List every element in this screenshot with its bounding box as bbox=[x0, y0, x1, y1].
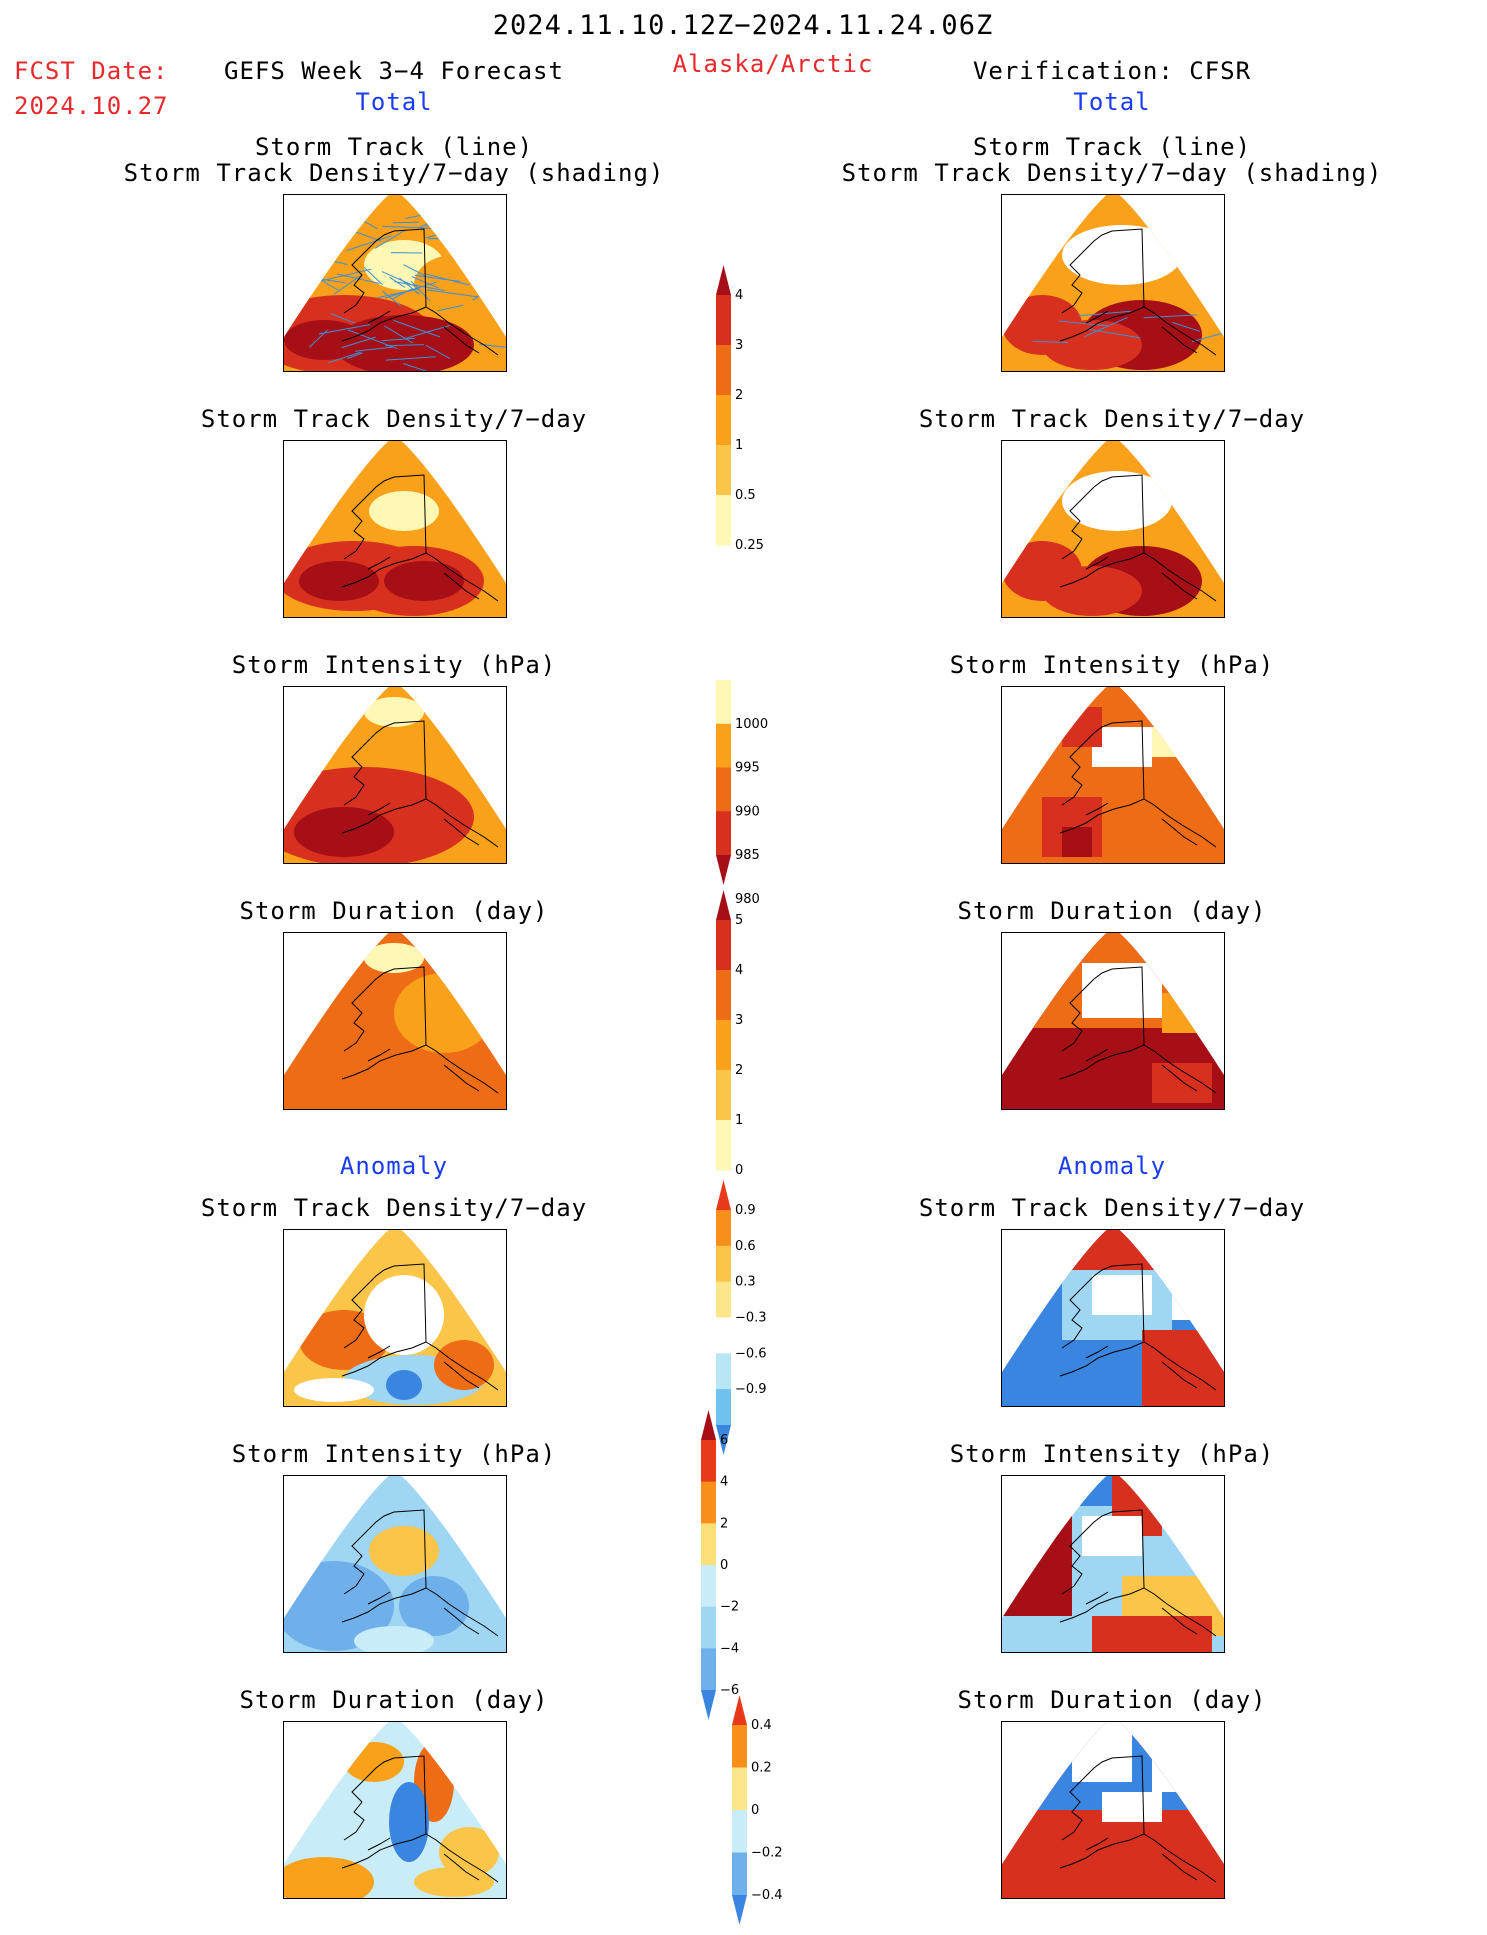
colorbar-intensity-total: 1000 995 990 985 980 bbox=[716, 0, 796, 907]
svg-text:−0.3: −0.3 bbox=[735, 1311, 767, 1326]
map-storm-track-left bbox=[283, 194, 507, 372]
svg-text:0: 0 bbox=[720, 1558, 728, 1573]
title-duration-right: Storm Duration (day) bbox=[957, 897, 1267, 925]
colorbar-duration-anomaly: 0.4 0.2 0 −0.2 −0.4 bbox=[732, 0, 812, 1935]
map-density-anom-left bbox=[283, 1229, 507, 1407]
title-intensity-anom-left: Storm Intensity (hPa) bbox=[231, 1440, 557, 1468]
anomaly-right-label: Anomaly bbox=[1057, 1152, 1167, 1180]
svg-text:0: 0 bbox=[751, 1803, 759, 1818]
anomaly-left-label: Anomaly bbox=[339, 1152, 449, 1180]
map-density-right bbox=[1001, 440, 1225, 618]
svg-text:1: 1 bbox=[735, 1113, 743, 1128]
title-duration-anom-right: Storm Duration (day) bbox=[957, 1686, 1267, 1714]
svg-text:985: 985 bbox=[735, 848, 760, 863]
fcst-date-label: FCST Date: bbox=[14, 57, 169, 85]
svg-text:0.3: 0.3 bbox=[735, 1275, 756, 1290]
title-storm-track-line-left: Storm Track (line) bbox=[254, 133, 534, 161]
title-duration-left: Storm Duration (day) bbox=[239, 897, 549, 925]
svg-text:0.9: 0.9 bbox=[735, 1203, 756, 1218]
map-intensity-anom-left bbox=[283, 1475, 507, 1653]
left-column-title: GEFS Week 3−4 Forecast bbox=[224, 57, 564, 85]
svg-text:−6: −6 bbox=[720, 1683, 739, 1698]
colorbar-duration-total: 5 4 3 2 1 0 bbox=[716, 0, 796, 1180]
map-intensity-left bbox=[283, 686, 507, 864]
svg-text:3: 3 bbox=[735, 1013, 743, 1028]
svg-text:990: 990 bbox=[735, 804, 760, 819]
svg-text:0: 0 bbox=[735, 1163, 743, 1178]
svg-text:−0.6: −0.6 bbox=[735, 1346, 767, 1361]
map-density-anom-right bbox=[1001, 1229, 1225, 1407]
map-intensity-right bbox=[1001, 686, 1225, 864]
fcst-date: 2024.10.27 bbox=[14, 92, 169, 120]
right-column-title: Verification: CFSR bbox=[972, 57, 1252, 85]
svg-text:980: 980 bbox=[735, 892, 760, 907]
svg-text:2: 2 bbox=[735, 388, 743, 403]
forecast-period: 2024.11.10.12Z−2024.11.24.06Z bbox=[492, 10, 994, 41]
title-density-anom-left: Storm Track Density/7−day bbox=[200, 1194, 588, 1222]
map-intensity-anom-right bbox=[1001, 1475, 1225, 1653]
svg-text:4: 4 bbox=[720, 1475, 728, 1490]
title-storm-track-shading-right: Storm Track Density/7−day (shading) bbox=[841, 159, 1383, 187]
title-density-left: Storm Track Density/7−day bbox=[200, 405, 588, 433]
svg-text:4: 4 bbox=[735, 963, 743, 978]
svg-text:−0.2: −0.2 bbox=[751, 1846, 783, 1861]
colorbar-density-anomaly: 0.9 0.6 0.3 −0.3 −0.6 −0.9 bbox=[716, 0, 796, 1465]
region-label: Alaska/Arctic bbox=[672, 50, 874, 78]
svg-text:4: 4 bbox=[735, 288, 743, 303]
title-intensity-right: Storm Intensity (hPa) bbox=[949, 651, 1275, 679]
svg-text:995: 995 bbox=[735, 761, 760, 776]
title-duration-anom-left: Storm Duration (day) bbox=[239, 1686, 549, 1714]
map-duration-anom-left bbox=[283, 1721, 507, 1899]
map-duration-right bbox=[1001, 932, 1225, 1110]
svg-text:0.4: 0.4 bbox=[751, 1718, 772, 1733]
svg-text:−0.4: −0.4 bbox=[751, 1888, 783, 1903]
map-density-left bbox=[283, 440, 507, 618]
title-storm-track-line-right: Storm Track (line) bbox=[972, 133, 1252, 161]
right-section-total: Total bbox=[1073, 88, 1151, 116]
left-section-total: Total bbox=[355, 88, 433, 116]
colorbar-intensity-anomaly: 6 4 2 0 −2 −4 −6 bbox=[701, 0, 781, 1730]
svg-text:−0.9: −0.9 bbox=[735, 1382, 767, 1397]
title-density-anom-right: Storm Track Density/7−day bbox=[918, 1194, 1306, 1222]
title-intensity-anom-right: Storm Intensity (hPa) bbox=[949, 1440, 1275, 1468]
title-density-right: Storm Track Density/7−day bbox=[918, 405, 1306, 433]
svg-text:6: 6 bbox=[720, 1433, 728, 1448]
title-intensity-left: Storm Intensity (hPa) bbox=[231, 651, 557, 679]
svg-text:5: 5 bbox=[735, 913, 743, 928]
colorbar-density-total: 4 3 2 1 0.5 0.25 bbox=[716, 0, 796, 555]
title-storm-track-shading-left: Storm Track Density/7−day (shading) bbox=[123, 159, 665, 187]
svg-text:0.5: 0.5 bbox=[735, 488, 756, 503]
svg-text:0.2: 0.2 bbox=[751, 1761, 772, 1776]
svg-text:−2: −2 bbox=[720, 1600, 739, 1615]
map-duration-left bbox=[283, 932, 507, 1110]
svg-text:0.25: 0.25 bbox=[735, 538, 764, 553]
svg-text:3: 3 bbox=[735, 338, 743, 353]
svg-text:2: 2 bbox=[720, 1516, 728, 1531]
map-duration-anom-right bbox=[1001, 1721, 1225, 1899]
svg-text:2: 2 bbox=[735, 1063, 743, 1078]
svg-text:1: 1 bbox=[735, 438, 743, 453]
svg-text:−4: −4 bbox=[720, 1641, 739, 1656]
map-storm-track-right bbox=[1001, 194, 1225, 372]
svg-text:1000: 1000 bbox=[735, 717, 768, 732]
svg-text:0.6: 0.6 bbox=[735, 1239, 756, 1254]
